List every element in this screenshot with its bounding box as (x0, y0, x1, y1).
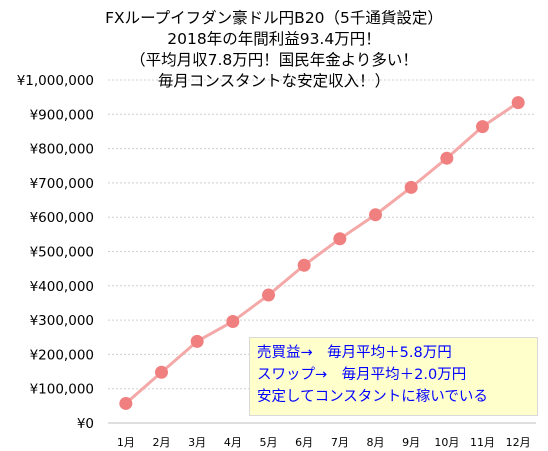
data-point-4 (226, 314, 240, 328)
y-tick-label-9: ¥900,000 (30, 107, 94, 123)
x-tick-label-5: 5月 (260, 436, 278, 449)
series-profit (119, 96, 525, 410)
data-point-8 (369, 208, 382, 222)
data-point-2 (155, 365, 168, 379)
x-tick-label-4: 4月 (224, 436, 242, 449)
data-point-6 (297, 258, 311, 272)
title-line-2: 2018年の年間利益93.4万円！ (167, 30, 381, 48)
data-point-1 (119, 396, 133, 410)
y-tick-label-3: ¥300,000 (30, 313, 94, 329)
data-point-9 (404, 180, 418, 194)
data-point-5 (262, 288, 275, 302)
x-tick-label-3: 3月 (188, 436, 206, 449)
x-tick-label-12: 12月 (506, 436, 531, 449)
annotation-line-trading-profit: 売買益→ 毎月平均＋5.8万円 (257, 345, 452, 361)
data-point-12 (511, 96, 525, 110)
data-point-3 (190, 334, 204, 348)
y-tick-label-8: ¥800,000 (30, 142, 94, 158)
y-tick-label-10: ¥1,000,000 (17, 73, 94, 89)
y-tick-label-2: ¥200,000 (30, 347, 94, 363)
title-line-1: FXループイフダン豪ドル円B20（5千通貨設定） (105, 9, 443, 27)
y-tick-label-0: ¥0 (77, 416, 94, 432)
x-tick-label-7: 7月 (331, 436, 349, 449)
y-tick-label-6: ¥600,000 (30, 210, 94, 226)
x-tick-label-1: 1月 (117, 436, 135, 449)
y-axis-tick-labels: ¥0 ¥100,000 ¥200,000 ¥300,000 ¥400,000 ¥500,0… (17, 73, 94, 432)
data-point-10 (440, 151, 454, 165)
y-tick-label-5: ¥500,000 (30, 245, 94, 261)
series-line (124, 101, 520, 405)
x-tick-label-2: 2月 (153, 436, 171, 449)
annotation-line-stable: 安定してコンスタントに稼いでいる (257, 389, 488, 405)
x-tick-label-9: 9月 (402, 436, 420, 449)
title-line-4: 毎月コンスタントな安定収入！） (157, 72, 391, 90)
x-tick-label-6: 6月 (295, 436, 313, 449)
y-tick-label-7: ¥700,000 (30, 176, 94, 192)
y-tick-label-4: ¥400,000 (30, 279, 94, 295)
data-point-7 (333, 232, 347, 246)
data-point-11 (476, 120, 489, 134)
title-line-3: （平均月収7.8万円！国民年金より多い！ (130, 51, 418, 69)
chart-title: FXループイフダン豪ドル円B20（5千通貨設定） 2018年の年間利益93.4万… (0, 8, 548, 92)
annotation-line-swap: スワップ→ 毎月平均＋2.0万円 (257, 367, 467, 383)
y-tick-label-1: ¥100,000 (30, 382, 94, 398)
x-tick-label-11: 11月 (470, 436, 495, 449)
x-tick-label-8: 8月 (367, 436, 385, 449)
x-axis-tick-labels: 1月 2月 3月 4月 5月 6月 7月 8月 9月 10月 11月 12月 (117, 436, 531, 449)
x-tick-label-10: 10月 (434, 436, 459, 449)
annotation-box: 売買益→ 毎月平均＋5.8万円 スワップ→ 毎月平均＋2.0万円 安定してコンス… (249, 337, 538, 416)
